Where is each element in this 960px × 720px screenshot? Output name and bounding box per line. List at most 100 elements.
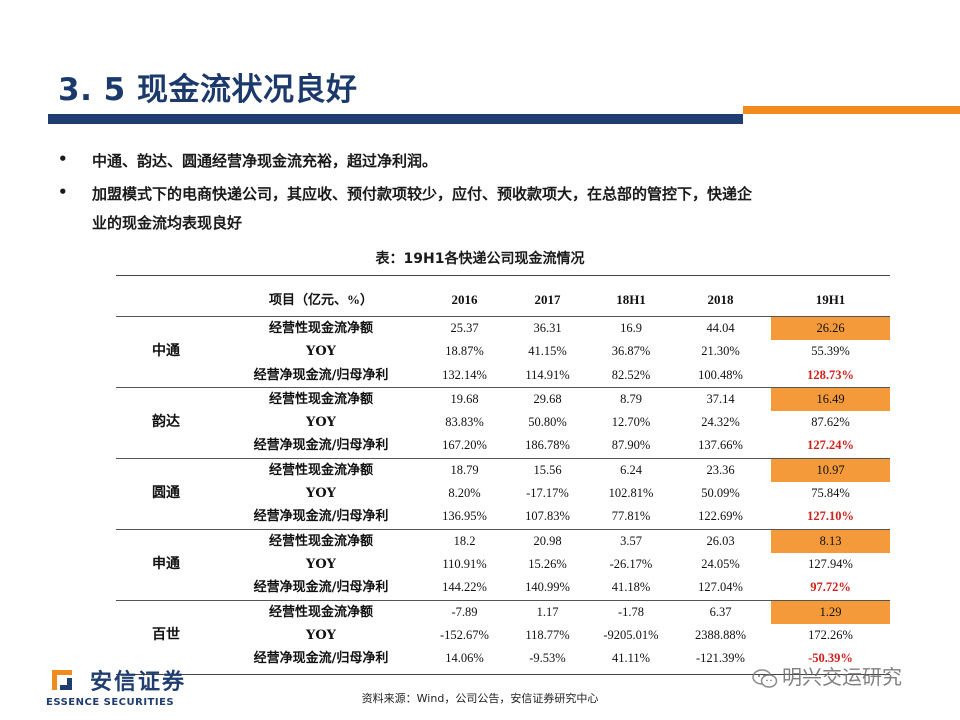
value-cell: 25.37: [426, 316, 503, 341]
row-label: 经营性现金流净额: [216, 316, 426, 341]
value-cell: 114.91%: [525, 367, 570, 382]
value-cell: -7.89: [426, 599, 503, 624]
company-name: 申通: [116, 528, 216, 601]
value-cell: 29.68: [503, 386, 592, 412]
bullet-text: 业的现金流均表现良好: [92, 214, 243, 232]
watermark-text: 明兴交运研究: [782, 665, 902, 689]
value-cell: 75.84%: [811, 486, 850, 501]
value-cell: 87.90%: [611, 438, 651, 453]
title-underline-orange: [743, 106, 960, 114]
value-cell: 41.18%: [611, 580, 651, 595]
value-cell: 20.98: [503, 528, 592, 553]
value-cell: 18.79: [426, 457, 503, 483]
row-label: YOY: [306, 556, 336, 572]
value-cell: 127.10%: [807, 509, 854, 524]
row-label: 经营性现金流净额: [216, 457, 426, 483]
value-cell: 36.31: [503, 316, 592, 341]
company-name: 圆通: [116, 457, 216, 530]
bullet-marker: •: [58, 183, 68, 201]
value-cell: 41.11%: [611, 651, 651, 666]
table-top-rule: [116, 275, 890, 276]
value-cell: 132.14%: [442, 367, 487, 382]
row-label: YOY: [306, 415, 336, 431]
value-cell: 8.20%: [448, 486, 481, 501]
row-label: 经营净现金流/归母净利: [253, 438, 389, 454]
row-label: 经营净现金流/归母净利: [253, 509, 389, 525]
logo-subtitle: ESSENCE SECURITIES: [46, 697, 175, 708]
value-cell: 37.14: [670, 386, 771, 412]
value-cell: 172.26%: [808, 627, 853, 642]
value-cell: -26.17%: [609, 556, 653, 571]
value-cell: 24.32%: [701, 415, 740, 430]
table-row: YOY 8.20% -17.17% 102.81% 50.09% 75.84%: [116, 482, 890, 505]
header-period: 2016: [451, 292, 478, 307]
row-label: YOY: [306, 486, 336, 502]
value-cell: 12.70%: [611, 415, 651, 430]
cashflow-table: 项目（亿元、%） 2016 2017 18H1 2018 19H1 中通 经营性现金流净额 25…: [116, 283, 890, 671]
source-note: 资料来源：Wind，公司公告，安信证券研究中心: [361, 692, 599, 705]
header-period: 19H1: [815, 292, 846, 307]
table-row: YOY 110.91% 15.26% -26.17% 24.05% 127.94%: [116, 553, 890, 576]
value-cell: 1.17: [503, 599, 592, 624]
value-cell: 21.30%: [701, 344, 740, 359]
value-cell: 8.13: [771, 528, 890, 553]
value-cell: 18.2: [426, 528, 503, 553]
bullet-text: 加盟模式下的电商快递公司，其应收、预付款项较少，应付、预收款项大，在总部的管控下…: [92, 185, 753, 203]
value-cell: 118.77%: [525, 627, 570, 642]
value-cell: 144.22%: [442, 580, 487, 595]
value-cell: -17.17%: [526, 486, 569, 501]
value-cell: 127.24%: [807, 438, 854, 453]
value-cell: 107.83%: [525, 509, 570, 524]
value-cell: 77.81%: [611, 509, 651, 524]
value-cell: 15.56: [503, 457, 592, 483]
row-label: 经营性现金流净额: [216, 528, 426, 553]
header-spacer: [116, 283, 216, 317]
bullet-marker: •: [58, 150, 68, 168]
value-cell: 26.03: [670, 528, 771, 553]
table-row: 韵达 经营性现金流净额 19.68 29.68 8.79 37.14 16.49: [116, 386, 890, 459]
value-cell: -121.39%: [696, 651, 745, 666]
value-cell: 6.37: [670, 599, 771, 624]
wechat-icon: [752, 668, 778, 688]
row-label: 经营净现金流/归母净利: [253, 651, 389, 667]
header-period: 2017: [534, 292, 561, 307]
value-cell: 16.9: [592, 316, 670, 341]
value-cell: 18.87%: [445, 344, 484, 359]
value-cell: 41.15%: [528, 344, 567, 359]
table-header-row: 项目（亿元、%） 2016 2017 18H1 2018 19H1: [116, 283, 890, 317]
table-caption: 表：19H1各快递公司现金流情况: [375, 251, 585, 267]
value-cell: 24.05%: [701, 556, 740, 571]
value-cell: 167.20%: [442, 438, 487, 453]
value-cell: 136.95%: [442, 509, 487, 524]
bullet-text: 中通、韵达、圆通经营净现金流充裕，超过净利润。: [92, 152, 438, 170]
value-cell: 50.80%: [528, 415, 567, 430]
table-row: YOY 83.83% 50.80% 12.70% 24.32% 87.62%: [116, 411, 890, 434]
value-cell: -9205.01%: [603, 627, 659, 642]
value-cell: 55.39%: [811, 344, 850, 359]
value-cell: 26.26: [771, 316, 890, 341]
value-cell: 15.26%: [528, 556, 567, 571]
value-cell: 83.83%: [445, 415, 484, 430]
table-row: YOY 18.87% 41.15% 36.87% 21.30% 55.39%: [116, 340, 890, 363]
value-cell: -50.39%: [808, 651, 853, 666]
value-cell: 100.48%: [698, 367, 743, 382]
row-label: 经营性现金流净额: [216, 386, 426, 412]
value-cell: 82.52%: [611, 367, 651, 382]
value-cell: 1.29: [771, 599, 890, 624]
company-name: 百世: [116, 599, 216, 671]
value-cell: 16.49: [771, 386, 890, 412]
table-row: 百世 经营性现金流净额 -7.89 1.17 -1.78 6.37 1.29: [116, 599, 890, 671]
header-period: 2018: [707, 292, 734, 307]
value-cell: 6.24: [592, 457, 670, 483]
table-row: 申通 经营性现金流净额 18.2 20.98 3.57 26.03 8.13: [116, 528, 890, 601]
value-cell: 128.73%: [807, 367, 854, 382]
title-underline-blue: [48, 114, 743, 124]
value-cell: 14.06%: [445, 651, 484, 666]
value-cell: 127.04%: [698, 580, 743, 595]
value-cell: 23.36: [670, 457, 771, 483]
company-name: 韵达: [116, 386, 216, 459]
row-label: YOY: [306, 344, 336, 360]
value-cell: 87.62%: [811, 415, 850, 430]
value-cell: 137.66%: [698, 438, 743, 453]
value-cell: 110.91%: [442, 556, 487, 571]
